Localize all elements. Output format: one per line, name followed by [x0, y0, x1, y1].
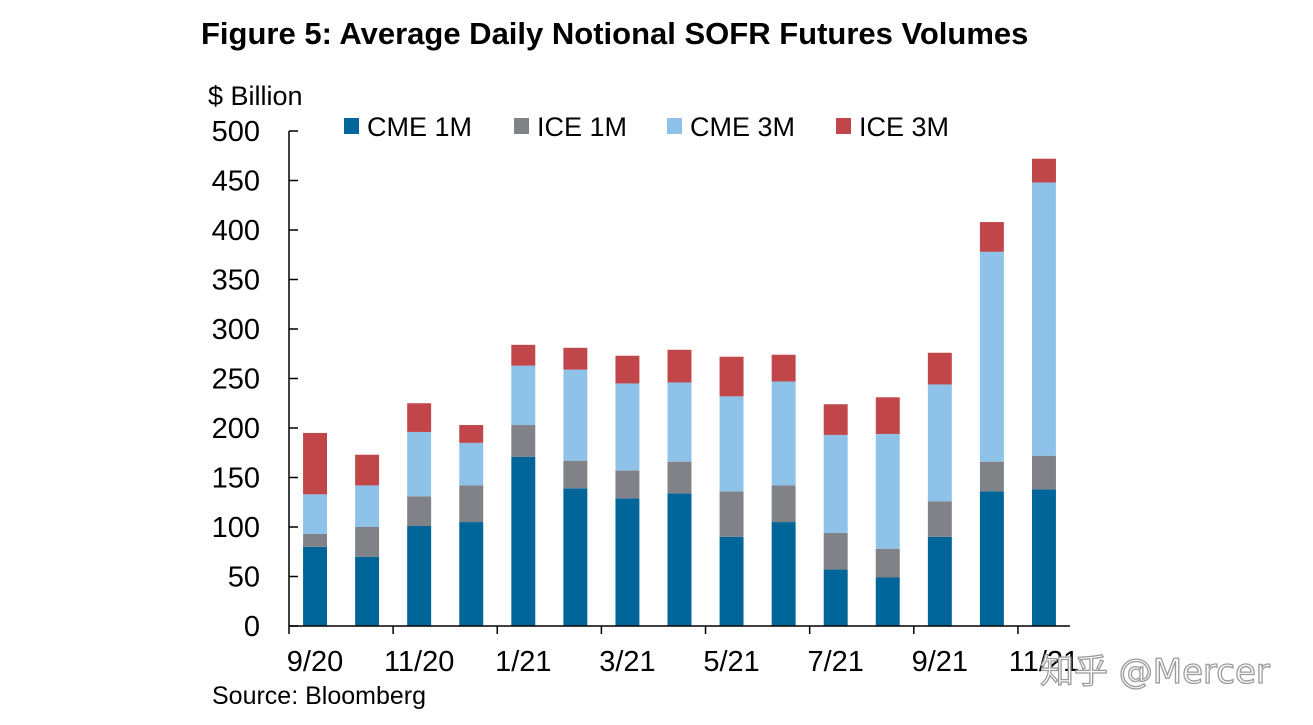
bar-ice-1m-9-21: [927, 501, 952, 537]
y-tick-label-0: 0: [244, 611, 260, 643]
legend-swatch-cme-1m: [344, 118, 359, 134]
bar-ice-3m-9-20: [303, 432, 328, 495]
bar-ice-1m-2-21: [563, 460, 588, 489]
bars-group: [303, 158, 1056, 626]
y-tick-label-50: 50: [228, 562, 260, 594]
y-tick-label-450: 450: [212, 166, 260, 198]
bar-ice-3m-8-21: [875, 397, 900, 434]
bar-ice-3m-10-21: [979, 222, 1004, 252]
bar-cme-1m-10-21: [979, 491, 1004, 626]
y-tick-label-300: 300: [212, 314, 260, 346]
bar-cme-1m-11-20: [407, 526, 432, 626]
bar-ice-1m-7-21: [823, 532, 848, 570]
bar-cme-1m-2-21: [563, 488, 588, 626]
bar-ice-3m-5-21: [719, 356, 744, 397]
bar-cme-3m-2-21: [563, 369, 588, 461]
bar-cme-3m-4-21: [667, 382, 692, 462]
bar-cme-1m-12-20: [459, 522, 484, 626]
x-tick-label-7-21: 7/21: [807, 646, 863, 678]
bar-cme-3m-11-21: [1031, 182, 1056, 456]
y-tick-label-400: 400: [212, 215, 260, 247]
bar-ice-3m-10-20: [355, 454, 380, 486]
x-tick-label-11-20: 11/20: [384, 646, 454, 678]
legend-label-ice-1m: ICE 1M: [537, 112, 627, 142]
bar-cme-1m-9-21: [927, 536, 952, 626]
bar-ice-3m-7-21: [823, 404, 848, 435]
bar-ice-1m-10-21: [979, 461, 1004, 492]
chart-title: Figure 5: Average Daily Notional SOFR Fu…: [201, 16, 1028, 51]
bar-ice-3m-4-21: [667, 349, 692, 383]
y-tick-label-150: 150: [212, 463, 260, 495]
x-tick-label-5-21: 5/21: [703, 646, 759, 678]
bar-ice-3m-12-20: [459, 425, 484, 443]
watermark: 知乎 @Mercer: [1040, 652, 1270, 692]
bar-cme-1m-3-21: [615, 498, 640, 626]
legend-swatch-ice-1m: [514, 118, 529, 134]
bar-ice-1m-11-20: [407, 496, 432, 527]
bar-cme-1m-10-20: [355, 556, 380, 626]
bar-ice-3m-9-21: [927, 352, 952, 385]
x-tick-label-9-20: 9/20: [287, 646, 343, 678]
bar-ice-3m-3-21: [615, 355, 640, 384]
bar-cme-1m-8-21: [875, 577, 900, 626]
bar-cme-3m-10-21: [979, 251, 1004, 462]
bar-ice-3m-6-21: [771, 354, 796, 382]
y-tick-label-350: 350: [212, 265, 260, 297]
bar-cme-1m-5-21: [719, 536, 744, 626]
bar-cme-3m-7-21: [823, 434, 848, 533]
bar-cme-1m-4-21: [667, 493, 692, 626]
bar-cme-1m-7-21: [823, 569, 848, 626]
bar-cme-1m-1-21: [511, 456, 536, 626]
y-axis-unit-label: $ Billion: [208, 81, 303, 111]
bar-ice-3m-1-21: [511, 344, 536, 366]
bar-cme-3m-11-20: [407, 431, 432, 497]
x-tick-label-9-21: 9/21: [912, 646, 968, 678]
bar-ice-1m-10-20: [355, 527, 380, 557]
bar-cme-3m-10-20: [355, 485, 380, 527]
source-note: Source: Bloomberg: [212, 682, 426, 710]
legend-label-cme-1m: CME 1M: [367, 112, 472, 142]
legend-label-ice-3m: ICE 3M: [859, 112, 949, 142]
x-tick-label-11-21: 11/21: [1009, 646, 1079, 678]
bar-cme-3m-6-21: [771, 381, 796, 486]
bar-ice-1m-9-20: [303, 533, 328, 547]
bar-cme-3m-12-20: [459, 442, 484, 486]
bar-ice-1m-8-21: [875, 548, 900, 578]
bar-ice-1m-4-21: [667, 461, 692, 494]
x-tick-label-1-21: 1/21: [495, 646, 551, 678]
legend-swatch-cme-3m: [667, 118, 682, 134]
x-axis: 9/20 11/20 1/21 3/21 5/21 7/21 9/21 11/21: [287, 625, 1079, 678]
bar-ice-3m-11-20: [407, 403, 432, 432]
bar-cme-1m-6-21: [771, 522, 796, 626]
bar-ice-3m-11-21: [1031, 158, 1056, 183]
bar-cme-1m-9-20: [303, 546, 328, 626]
y-tick-label-250: 250: [212, 364, 260, 396]
bar-ice-1m-12-20: [459, 485, 484, 523]
legend-swatch-ice-3m: [836, 118, 851, 134]
y-tick-label-100: 100: [212, 512, 260, 544]
y-tick-label-200: 200: [212, 413, 260, 445]
bar-ice-1m-6-21: [771, 485, 796, 523]
bar-ice-1m-1-21: [511, 425, 536, 457]
bar-ice-1m-5-21: [719, 491, 744, 537]
bar-cme-3m-9-21: [927, 384, 952, 502]
bar-cme-3m-9-20: [303, 494, 328, 534]
x-tick-label-3-21: 3/21: [599, 646, 655, 678]
legend: CME 1M ICE 1M CME 3M ICE 3M: [344, 112, 949, 142]
bar-cme-3m-5-21: [719, 396, 744, 492]
y-tick-label-500: 500: [212, 116, 260, 148]
bar-cme-3m-8-21: [875, 433, 900, 549]
bar-cme-3m-1-21: [511, 365, 536, 426]
bar-ice-3m-2-21: [563, 347, 588, 370]
bar-cme-1m-11-21: [1031, 489, 1056, 626]
bar-ice-1m-3-21: [615, 470, 640, 499]
bar-ice-1m-11-21: [1031, 455, 1056, 490]
y-axis: 0 50 100 150 200 250 300 350 400 450 500: [212, 116, 298, 643]
bar-cme-3m-3-21: [615, 383, 640, 471]
legend-label-cme-3m: CME 3M: [690, 112, 795, 142]
